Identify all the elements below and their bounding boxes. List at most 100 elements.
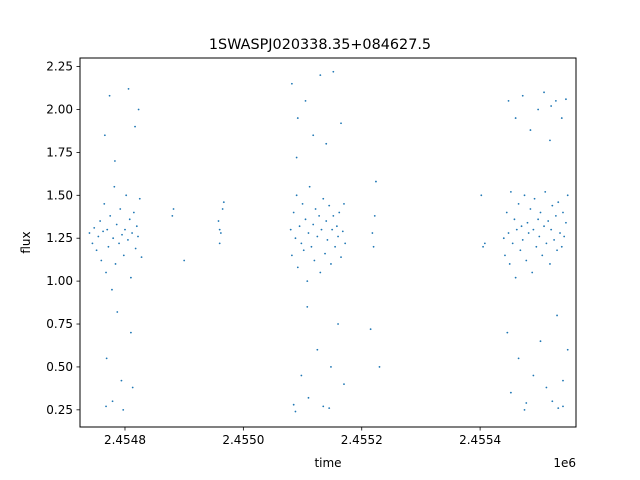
x-tick-label: 2.4548 <box>104 433 146 447</box>
data-point <box>131 386 134 389</box>
data-point <box>531 271 534 274</box>
data-point <box>369 328 372 331</box>
data-point <box>306 305 309 308</box>
data-point <box>116 311 119 313</box>
data-point <box>556 314 558 317</box>
x-tick-label: 2.4552 <box>341 433 383 447</box>
data-point <box>559 232 561 234</box>
data-point <box>525 402 528 404</box>
data-point <box>544 190 547 193</box>
data-point <box>316 348 319 351</box>
data-point <box>543 225 545 228</box>
data-point <box>482 245 484 248</box>
data-point <box>337 323 339 325</box>
data-point <box>292 403 295 406</box>
data-point <box>289 228 292 231</box>
y-tick-label: 0.75 <box>46 317 73 331</box>
y-axis: 0.25 0.50 0.75 1.00 1.25 1.50 1.75 2.00 2.25 <box>46 60 80 417</box>
y-tick-label: 0.50 <box>46 360 73 374</box>
data-point <box>313 259 316 262</box>
data-point <box>535 245 538 248</box>
data-point <box>111 400 114 403</box>
data-point <box>480 194 483 197</box>
data-point <box>334 245 336 248</box>
data-point <box>545 242 548 245</box>
data-point <box>509 391 512 394</box>
data-point <box>88 232 91 234</box>
data-point <box>343 383 345 385</box>
chart-title: 1SWASPJ020338.35+084627.5 <box>209 37 431 53</box>
data-point <box>218 228 221 231</box>
y-tick-label: 1.25 <box>46 231 73 245</box>
data-point <box>105 271 107 274</box>
data-point <box>324 252 326 255</box>
data-point <box>508 263 511 265</box>
data-point <box>120 379 123 382</box>
y-tick-label: 2.00 <box>46 102 73 116</box>
data-point <box>553 239 555 241</box>
data-point <box>115 223 118 226</box>
data-point <box>298 225 301 228</box>
data-point <box>140 256 143 258</box>
data-point <box>132 211 135 214</box>
data-point <box>547 220 550 222</box>
data-point <box>131 232 133 234</box>
data-point <box>314 208 317 210</box>
data-point <box>513 218 516 221</box>
data-point <box>103 202 106 205</box>
data-point <box>526 221 529 224</box>
data-point <box>99 220 102 222</box>
data-point <box>335 225 338 228</box>
data-point <box>344 242 347 245</box>
data-point <box>294 237 297 240</box>
y-tick-label: 1.75 <box>46 145 73 159</box>
y-tick-label: 1.50 <box>46 188 73 202</box>
data-point <box>91 242 94 245</box>
data-point <box>130 276 132 279</box>
data-point <box>549 263 551 265</box>
data-point <box>290 254 293 257</box>
data-point <box>114 160 116 162</box>
data-point <box>183 259 186 262</box>
data-point <box>137 108 140 111</box>
data-point <box>533 197 536 200</box>
data-point <box>128 218 131 221</box>
data-point <box>134 125 136 128</box>
data-point <box>537 218 540 221</box>
data-point <box>375 180 377 183</box>
data-point <box>337 235 339 238</box>
data-point <box>118 242 120 245</box>
data-point <box>127 239 129 241</box>
data-point <box>295 156 298 159</box>
data-point <box>341 230 344 233</box>
data-point <box>100 259 103 262</box>
data-point <box>565 221 567 224</box>
data-point <box>219 232 222 234</box>
data-point <box>520 225 523 228</box>
data-point <box>543 91 545 94</box>
data-point <box>95 249 98 252</box>
data-point <box>328 204 331 207</box>
data-point <box>312 223 315 226</box>
data-point <box>326 239 329 241</box>
data-point <box>319 271 322 274</box>
data-point <box>539 340 542 343</box>
data-point <box>505 211 508 214</box>
data-point <box>103 134 106 137</box>
data-point <box>300 242 303 245</box>
data-point <box>330 366 332 368</box>
data-point <box>112 237 115 240</box>
data-point <box>106 228 109 231</box>
data-point <box>108 94 111 97</box>
data-point <box>312 134 315 137</box>
data-point <box>310 245 313 248</box>
data-point <box>556 249 558 252</box>
data-point <box>292 211 295 214</box>
data-point <box>545 386 548 389</box>
data-point <box>372 245 375 248</box>
data-point <box>560 117 563 119</box>
data-point <box>332 215 335 217</box>
data-point <box>316 235 319 238</box>
data-point <box>511 242 514 245</box>
